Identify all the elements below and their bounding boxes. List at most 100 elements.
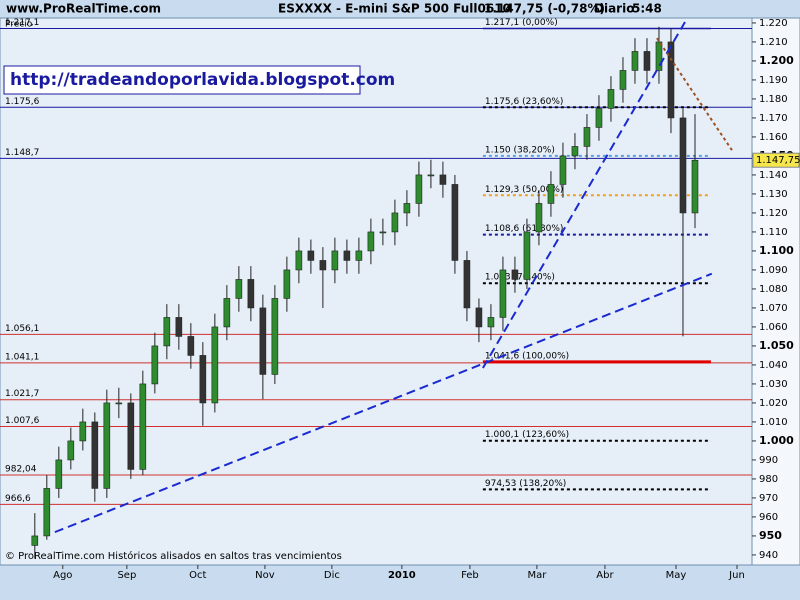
last-price-tag <box>752 152 800 168</box>
last-price-label: 1.147,75 <box>756 155 800 166</box>
y-tick-label: 1.180 <box>759 94 788 105</box>
fib-label: 1.083 (76,40%) <box>485 273 555 283</box>
candle-body <box>619 70 627 90</box>
candle-body <box>487 317 495 328</box>
candle-body <box>151 345 159 385</box>
trendline <box>54 272 713 534</box>
level-label: 966,6 <box>5 494 31 504</box>
candle-body <box>343 250 351 261</box>
candle-body <box>319 260 327 271</box>
candle-body <box>139 383 147 470</box>
x-tick-label: Abr <box>596 570 614 581</box>
candle-body <box>271 298 279 375</box>
x-tick-label: Jun <box>728 570 745 581</box>
candle-body <box>295 250 303 271</box>
candle-body <box>91 421 99 489</box>
candle-body <box>403 203 411 214</box>
candle-body <box>79 421 87 442</box>
y-tick-label: 1.110 <box>759 227 788 238</box>
candle-body <box>691 159 699 214</box>
candle-body <box>583 127 591 147</box>
candle-body <box>55 459 63 489</box>
y-tick-label: 1.050 <box>759 339 794 352</box>
fib-label: 1.041,6 (100,00%) <box>485 351 569 361</box>
y-tick-label: 1.140 <box>759 170 788 181</box>
y-tick-label: 950 <box>759 529 782 542</box>
candle-body <box>655 41 663 71</box>
candle-body <box>475 307 483 328</box>
y-tick-label: 1.200 <box>759 54 794 67</box>
level-label: 1.041,1 <box>5 352 39 362</box>
site: www.ProRealTime.com <box>6 2 161 16</box>
candle-body <box>427 174 435 177</box>
y-tick-label: 1.070 <box>759 303 788 314</box>
fib-label: 1.129,3 (50,00%) <box>485 185 564 195</box>
candle-body <box>511 269 519 280</box>
candle-body <box>643 51 651 71</box>
fib-label: 1.108,6 (61,80%) <box>485 224 564 234</box>
level-label: 1.217,1 <box>5 18 39 28</box>
level-label: 1.021,7 <box>5 389 39 399</box>
x-tick-label: Dic <box>324 570 340 581</box>
y-tick-label: 1.170 <box>759 113 788 124</box>
candle-body <box>103 402 111 489</box>
level-label: 982,04 <box>5 465 37 475</box>
candle-body <box>235 279 243 299</box>
level-label: 1.007,6 <box>5 416 40 426</box>
x-tick-label: May <box>666 570 687 581</box>
candle-body <box>379 231 387 234</box>
candle-body <box>415 174 423 204</box>
price-axis <box>751 17 800 566</box>
candle-body <box>595 108 603 128</box>
level-label: 1.056,1 <box>5 324 39 334</box>
y-tick-label: 1.000 <box>759 434 794 447</box>
candle-body <box>307 250 315 261</box>
y-tick-label: 990 <box>759 455 778 466</box>
candle-body <box>559 155 567 185</box>
y-tick-label: 1.120 <box>759 208 788 219</box>
candle-body <box>355 250 363 261</box>
period: Diario <box>594 2 634 16</box>
x-tick-label: Mar <box>527 570 547 581</box>
y-tick-label: 1.100 <box>759 244 794 257</box>
x-tick-label: 2010 <box>388 570 416 581</box>
x-tick-label: Oct <box>189 570 206 581</box>
fib-label: 1.217,1 (0,00%) <box>485 18 558 28</box>
candle-body <box>391 212 399 233</box>
footer: © ProRealTime.com Históricos alisados en… <box>5 550 342 562</box>
y-label: Precio <box>5 20 33 30</box>
fib-label: 974,53 (138,20%) <box>485 479 566 489</box>
candle-body <box>439 174 447 185</box>
candle-body <box>499 269 507 318</box>
candle-body <box>547 184 555 204</box>
y-tick-label: 1.080 <box>759 284 788 295</box>
candle-body <box>259 307 267 375</box>
candle-body <box>31 535 39 546</box>
candle-body <box>211 326 219 404</box>
candle-body <box>463 260 471 309</box>
y-tick-label: 1.130 <box>759 189 788 200</box>
candle-body <box>679 117 687 214</box>
url: http://tradeandoporlavida.blogspot.com <box>10 70 395 90</box>
candle-body <box>331 250 339 271</box>
x-tick-label: Sep <box>117 570 136 581</box>
candle-body <box>607 89 615 109</box>
y-tick-label: 1.010 <box>759 417 788 428</box>
level-label: 1.175,6 <box>5 97 40 107</box>
y-tick-label: 1.030 <box>759 379 788 390</box>
y-tick-label: 1.210 <box>759 37 788 48</box>
last: 1.147,75 (-0,78%) <box>484 2 605 16</box>
y-tick-label: 1.040 <box>759 360 788 371</box>
trendline <box>482 21 686 369</box>
candle-body <box>163 317 171 347</box>
time: 5:48 <box>632 2 662 16</box>
candle-body <box>523 231 531 280</box>
y-tick-label: 1.160 <box>759 132 788 143</box>
y-tick-label: 940 <box>759 550 778 561</box>
candle-body <box>199 355 207 404</box>
y-tick-label: 1.060 <box>759 322 788 333</box>
candle-body <box>115 402 123 405</box>
url-box <box>3 65 361 95</box>
